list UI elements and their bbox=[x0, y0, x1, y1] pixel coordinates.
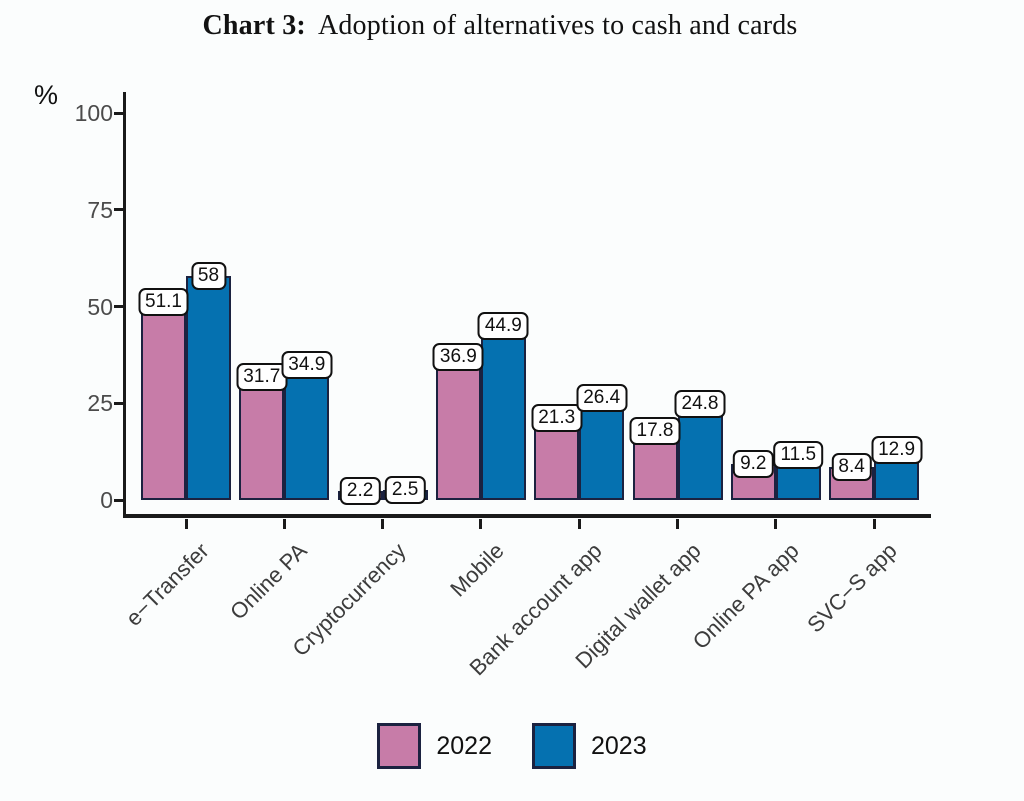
legend-label-2022: 2022 bbox=[436, 731, 492, 760]
legend-item-2022: 2022 bbox=[377, 723, 492, 769]
bar-2023-digital-wallet-app bbox=[677, 404, 723, 500]
y-axis-line bbox=[123, 92, 126, 518]
y-axis-unit-label: % bbox=[34, 80, 59, 110]
chart-title-prefix: Chart 3: bbox=[202, 10, 306, 41]
x-axis-line bbox=[123, 514, 931, 518]
y-tick-label-0: 0 bbox=[100, 487, 113, 513]
bar-value-2022-cryptocurrency: 2.2 bbox=[339, 477, 381, 506]
x-tick-mark-online-pa bbox=[282, 519, 286, 529]
bar-value-2022-e-transfer: 51.1 bbox=[138, 288, 189, 317]
bar-value-2023-bank-account-app: 26.4 bbox=[576, 383, 628, 412]
y-tick-mark-25 bbox=[114, 401, 124, 405]
bar-value-2023-svc-s-app: 12.9 bbox=[871, 436, 923, 465]
y-tick-label-100: 100 bbox=[74, 100, 113, 126]
chart-legend: 2022 2023 bbox=[0, 723, 1024, 769]
bar-2023-bank-account-app bbox=[579, 397, 625, 500]
bar-2022-online-pa bbox=[239, 377, 285, 500]
legend-swatch-2022 bbox=[377, 723, 422, 769]
legend-item-2023: 2023 bbox=[532, 723, 647, 769]
x-tick-label-svc-s-app: SVC−S app bbox=[802, 538, 902, 638]
bar-2022-mobile bbox=[435, 357, 481, 500]
bar-2022-e-transfer bbox=[141, 302, 186, 500]
y-tick-mark-100 bbox=[114, 111, 124, 115]
x-tick-mark-cryptocurrency bbox=[381, 519, 385, 529]
y-tick-label-50: 50 bbox=[87, 293, 113, 320]
bar-value-2023-online-pa: 34.9 bbox=[281, 350, 333, 379]
y-tick-label-75: 75 bbox=[87, 196, 113, 223]
x-tick-mark-svc-s-app bbox=[872, 519, 876, 529]
bar-2023-mobile bbox=[480, 326, 526, 500]
y-tick-mark-50 bbox=[114, 305, 124, 308]
x-tick-label-online-pa: Online PA bbox=[225, 538, 312, 625]
bar-value-2022-digital-wallet-app: 17.8 bbox=[629, 417, 681, 446]
chart-title-text: Adoption of alternatives to cash and car… bbox=[317, 10, 798, 41]
y-tick-label-25: 25 bbox=[87, 390, 113, 417]
bar-value-2023-cryptocurrency: 2.5 bbox=[384, 476, 426, 505]
x-tick-label-online-pa-app: Online PA app bbox=[687, 538, 804, 654]
x-tick-label-bank-account-app: Bank account app bbox=[464, 538, 607, 681]
x-tick-mark-mobile bbox=[479, 519, 483, 529]
x-tick-label-e-transfer: e−Transfer bbox=[120, 538, 214, 631]
x-tick-label-cryptocurrency: Cryptocurrency bbox=[287, 538, 411, 662]
x-tick-mark-e-transfer bbox=[184, 519, 188, 529]
x-tick-mark-online-pa-app bbox=[774, 519, 778, 529]
legend-label-2023: 2023 bbox=[591, 731, 647, 760]
x-tick-mark-bank-account-app bbox=[577, 519, 581, 529]
y-tick-mark-75 bbox=[114, 208, 124, 212]
chart-title: Chart 3: Adoption of alternatives to cash… bbox=[0, 10, 1000, 42]
bar-value-2023-digital-wallet-app: 24.8 bbox=[674, 390, 726, 419]
bar-value-2023-online-pa-app: 11.5 bbox=[773, 441, 824, 470]
bar-value-2023-mobile: 44.9 bbox=[477, 312, 529, 341]
x-tick-mark-digital-wallet-app bbox=[676, 519, 679, 529]
x-tick-label-mobile: Mobile bbox=[445, 538, 509, 602]
bar-value-2022-svc-s-app: 8.4 bbox=[831, 453, 872, 482]
y-tick-mark-0 bbox=[114, 498, 124, 502]
legend-swatch-2023 bbox=[532, 723, 576, 769]
bar-2023-online-pa bbox=[284, 364, 330, 500]
bar-value-2022-online-pa-app: 9.2 bbox=[733, 450, 774, 479]
bar-2023-e-transfer bbox=[186, 275, 231, 500]
bar-value-2022-mobile: 36.9 bbox=[432, 343, 484, 372]
bar-value-2022-online-pa: 31.7 bbox=[236, 363, 288, 392]
bar-value-2022-bank-account-app: 21.3 bbox=[531, 403, 583, 432]
bar-value-2023-e-transfer: 58 bbox=[190, 261, 227, 290]
x-tick-label-digital-wallet-app: Digital wallet app bbox=[569, 538, 706, 674]
